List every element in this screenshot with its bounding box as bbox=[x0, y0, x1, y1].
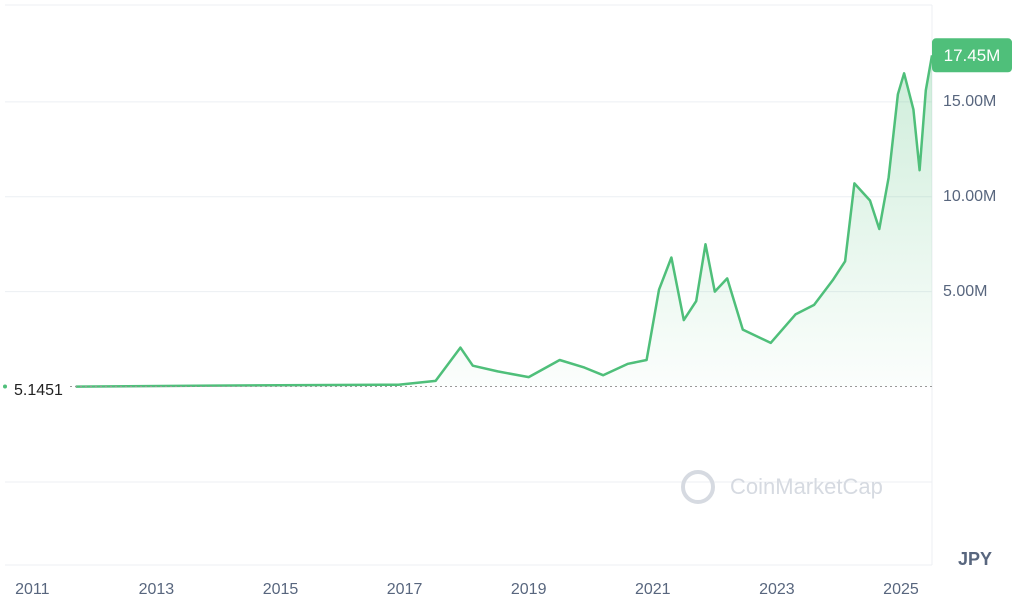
area bbox=[75, 55, 932, 387]
price-line bbox=[75, 55, 934, 388]
watermark-text: CoinMarketCap bbox=[730, 474, 883, 499]
y-tick-label: 5.00M bbox=[943, 283, 987, 300]
x-tick-label: 2021 bbox=[635, 581, 671, 598]
watermark-logo bbox=[681, 470, 715, 504]
last-value-label: 17.45M bbox=[944, 46, 1001, 65]
x-tick-label: 2025 bbox=[883, 581, 919, 598]
y-tick-label: 10.00M bbox=[943, 188, 996, 205]
x-tick-label: 2019 bbox=[511, 581, 547, 598]
x-tick-label: 2015 bbox=[263, 581, 299, 598]
x-tick-label: 2023 bbox=[759, 581, 795, 598]
start-value-dot bbox=[3, 384, 7, 389]
y-tick-label: 15.00M bbox=[943, 93, 996, 110]
x-tick-label: 2013 bbox=[139, 581, 175, 598]
x-tick-label: 2011 bbox=[15, 581, 50, 598]
start-value-label: 5.1451 bbox=[14, 382, 63, 399]
currency-label: JPY bbox=[958, 549, 992, 569]
x-tick-label: 2017 bbox=[387, 581, 423, 598]
watermark: CoinMarketCap bbox=[681, 470, 883, 504]
last-value-badge bbox=[932, 38, 1012, 73]
